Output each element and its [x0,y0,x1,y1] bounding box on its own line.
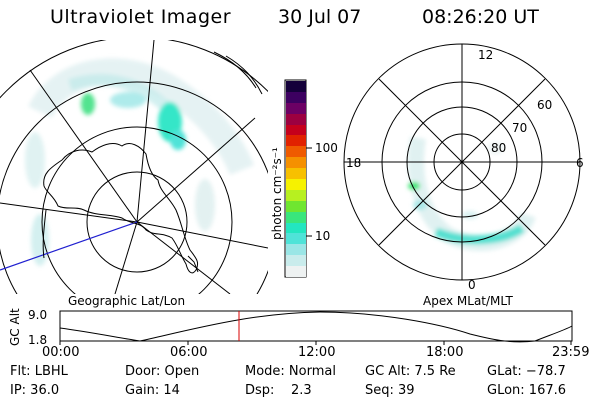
timeline-tick-0600: 06:00 [170,345,208,360]
mlat-label-60: 60 [537,98,552,112]
colorbar-segment [286,146,306,158]
colorbar-segment [286,222,306,234]
colorbar-segment [286,91,306,103]
colorbar-label-10: 10 [315,229,330,243]
gain-info: Gain: 14 [125,383,180,398]
colorbar-segment [286,80,306,92]
mlt-label-0: 0 [468,278,476,292]
colorbar-segment [286,135,306,147]
colorbar-frame [284,79,307,278]
mlt-diagonal-2 [378,78,546,246]
mlat-label-70: 70 [512,121,527,135]
geographic-caption: Geographic Lat/Lon [68,294,185,308]
colorbar-segment [286,178,306,190]
colorbar-segment [286,157,306,169]
magnetic-polar-plot: 12 0 18 6 60 70 80 [343,43,584,292]
observation-date: 30 Jul 07 [278,6,362,28]
colorbar-segment [286,113,306,125]
timeline-tick-1200: 12:00 [298,345,336,360]
mlat-label-80: 80 [491,141,506,155]
sequence-info: Seq: 39 [365,383,415,398]
instrument-title: Ultraviolet Imager [50,6,232,28]
colorbar-gradient [286,80,306,277]
colorbar-segment [286,102,306,114]
colorbar: 100 10 photon cm⁻²s⁻¹ [270,79,338,278]
mlt-label-12: 12 [478,48,493,62]
colorbar-segment [286,266,306,277]
ip-info: IP: 36.0 [10,383,60,398]
colorbar-segment [286,189,306,201]
altitude-timeline: GC Alt 9.0 1.8 [8,308,573,347]
geo-longitude-info: GLon: 167.6 [487,383,567,398]
geographic-map [0,40,268,294]
filter-info: Flt: LBHL [10,364,68,379]
timeline-y-min: 1.8 [28,333,47,347]
timeline-frame [59,310,573,342]
colorbar-segment [286,124,306,136]
colorbar-segment [286,233,306,245]
door-status: Door: Open [125,364,200,379]
observation-time: 08:26:20 UT [422,6,539,28]
colorbar-segment [286,255,306,267]
magnetic-caption: Apex MLat/MLT [423,294,513,308]
timeline-y-max: 9.0 [28,308,47,322]
timeline-tick-2359: 23:59 [552,345,590,360]
colorbar-segment [286,211,306,223]
colorbar-label-100: 100 [315,141,338,155]
colorbar-segment [286,244,306,256]
colorbar-segment [286,200,306,212]
timeline-tick-0000: 00:00 [42,345,80,360]
mlt-label-18: 18 [346,156,361,170]
colorbar-segment [286,168,306,179]
display-info: Dsp: 2.3 [245,383,312,398]
geo-latitude-info: GLat: −78.7 [487,364,566,379]
aurora-glow-geographic [25,58,255,266]
timeline-tick-1800: 18:00 [426,345,464,360]
gc-altitude-info: GC Alt: 7.5 Re [365,364,456,379]
mlt-label-6: 6 [576,156,584,170]
mode-info: Mode: Normal [245,364,336,379]
aurora-glow-magnetic [408,136,536,251]
altitude-curve [59,311,573,343]
timeline-axis-label: GC Alt [8,308,22,346]
colorbar-unit-label: photon cm⁻²s⁻¹ [270,147,284,240]
